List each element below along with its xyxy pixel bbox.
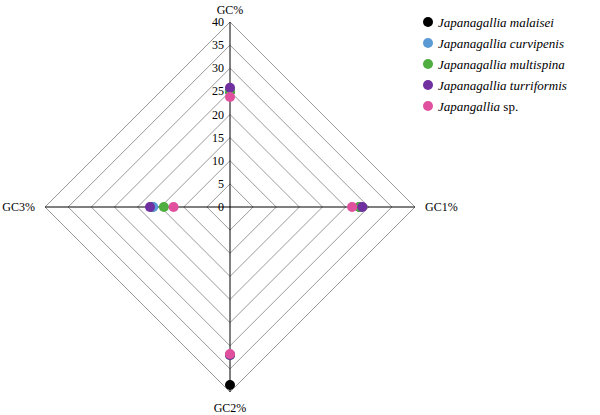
tick-label: 5 (218, 177, 224, 191)
category-label: GC1% (425, 200, 458, 214)
legend-label: Japangallia sp. (438, 99, 518, 114)
legend-marker (423, 80, 433, 90)
marker (225, 350, 235, 360)
legend-marker (423, 101, 433, 111)
tick-label: 20 (212, 108, 224, 122)
legend-marker (423, 17, 433, 27)
marker (225, 380, 235, 390)
tick-label: 15 (212, 131, 224, 145)
chart: 0 5 10 15 20 25 30 35 40GC% GC1% GC2% GC3% Japanagal… (0, 0, 600, 415)
marker (225, 83, 235, 93)
legend-label: Japanagallia turriformis (438, 78, 567, 93)
category-label: GC2% (214, 401, 247, 415)
legend-label: Japanagallia multispina (438, 57, 565, 72)
marker (347, 202, 357, 212)
tick-label: 30 (212, 61, 224, 75)
category-label: GC3% (2, 200, 35, 214)
legend-label: Japanagallia curvipenis (438, 36, 564, 51)
marker (225, 92, 235, 102)
marker (357, 202, 367, 212)
markers (145, 83, 367, 390)
axis-line (230, 207, 415, 208)
axis-line (230, 207, 231, 392)
tick-label: 35 (212, 38, 224, 52)
category-label: GC% (217, 3, 244, 17)
legend-marker (423, 59, 433, 69)
tick-label: 25 (212, 84, 224, 98)
marker (225, 350, 235, 360)
marker (145, 202, 155, 212)
grid-line (45, 22, 415, 392)
marker (225, 350, 235, 360)
tick-labels: 0 5 10 15 20 25 30 35 40 (212, 15, 224, 214)
grid (45, 22, 415, 392)
marker (225, 349, 235, 359)
axes (45, 22, 415, 392)
marker (169, 202, 179, 212)
axis-line (230, 22, 231, 207)
marker (159, 202, 169, 212)
legend: Japanagallia malaisei Japanagallia curvip… (423, 15, 567, 114)
category-labels: GC% GC1% GC2% GC3% (2, 3, 457, 415)
tick-label: 10 (212, 154, 224, 168)
tick-label: 0 (218, 200, 224, 214)
legend-marker (423, 38, 433, 48)
axis-line (45, 207, 230, 208)
tick-label: 40 (212, 15, 224, 29)
legend-label: Japanagallia malaisei (438, 15, 554, 30)
